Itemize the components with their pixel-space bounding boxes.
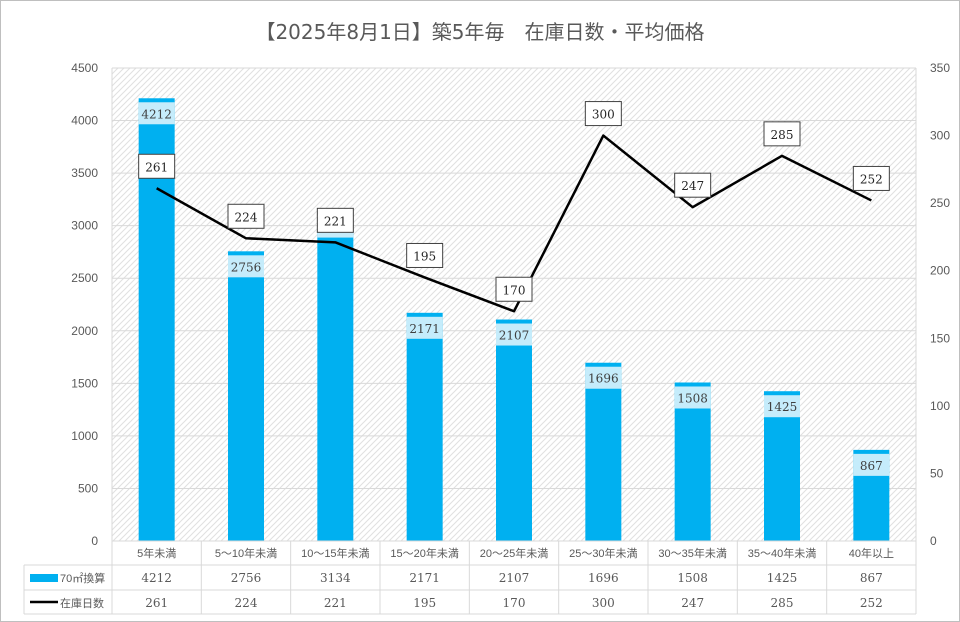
line-data-label-box	[406, 242, 444, 268]
data-table-value: 1508	[677, 571, 708, 585]
data-table-value: 170	[503, 596, 526, 610]
line-data-label-box	[138, 153, 176, 179]
bar-data-label-box	[228, 255, 264, 278]
right-axis-tick-label: 150	[930, 331, 950, 345]
line-data-label: 221	[324, 214, 347, 228]
data-table-value: 4212	[141, 571, 172, 585]
data-table-value: 261	[145, 596, 168, 610]
data-table-value: 195	[413, 596, 436, 610]
bar-data-label-box	[853, 453, 890, 476]
data-table-value: 221	[324, 596, 347, 610]
bar-data-label-box	[764, 395, 800, 418]
data-table-value: 247	[681, 596, 704, 610]
category-label: 40年以上	[849, 546, 894, 560]
line-data-label: 252	[860, 172, 883, 186]
bar	[228, 251, 264, 541]
line-data-label: 261	[145, 160, 168, 174]
bar	[317, 211, 354, 541]
right-axis-tick-label: 200	[930, 264, 950, 278]
left-axis-tick-label: 1000	[71, 429, 98, 443]
left-axis-tick-label: 4500	[71, 61, 98, 75]
left-axis-tick-label: 1500	[71, 376, 98, 390]
data-table-value: 300	[592, 596, 615, 610]
line-data-label: 224	[235, 210, 258, 224]
bar-data-label: 2756	[231, 260, 262, 274]
right-axis-tick-label: 0	[930, 534, 937, 548]
category-label: 5～10年未満	[215, 546, 277, 560]
bar-data-label-box	[406, 316, 443, 339]
category-label: 20～25年未満	[480, 546, 548, 560]
data-table-value: 867	[860, 571, 883, 585]
line-data-label-box	[584, 101, 622, 127]
bar-data-label: 1425	[767, 400, 798, 414]
bar-data-label: 2171	[409, 322, 440, 336]
data-table-value: 2756	[231, 571, 262, 585]
category-label: 25～30年未満	[569, 546, 637, 560]
line-data-label: 285	[771, 128, 794, 142]
line-data-label-box	[495, 276, 533, 302]
bar	[585, 362, 622, 541]
line-data-label-box	[852, 165, 890, 191]
bar-data-label-box	[138, 102, 175, 125]
bar	[674, 382, 711, 541]
data-table-value: 1696	[588, 571, 619, 585]
left-axis-tick-label: 3500	[71, 166, 98, 180]
data-table-value: 3134	[320, 571, 351, 585]
bar-data-label: 2107	[499, 329, 530, 343]
left-axis-tick-label: 0	[91, 534, 98, 548]
data-table-value: 252	[860, 596, 883, 610]
data-table-value: 285	[771, 596, 794, 610]
line-data-label-box	[763, 121, 801, 147]
left-axis-tick-label: 500	[78, 481, 98, 495]
right-axis-tick-label: 350	[930, 61, 950, 75]
bar-data-label-box	[496, 323, 532, 346]
line-data-label: 247	[681, 179, 704, 193]
category-label: 5年未満	[137, 546, 176, 560]
legend-label-bars: 70㎡換算	[60, 571, 105, 585]
data-table-value: 2107	[499, 571, 530, 585]
left-axis-tick-label: 2000	[71, 324, 98, 338]
bar-data-label: 1508	[677, 391, 708, 405]
legend-label-line: 在庫日数	[60, 596, 104, 610]
data-table-value: 2171	[409, 571, 440, 585]
bar-data-label: 867	[860, 459, 883, 473]
category-label: 35～40年未満	[748, 546, 816, 560]
category-label: 10～15年未満	[301, 546, 369, 560]
line-series	[156, 134, 872, 313]
category-label: 15～20年未満	[390, 546, 458, 560]
category-label: 30～35年未満	[658, 546, 726, 560]
chart-title: 【2025年8月1日】築5年毎 在庫日数・平均価格	[255, 20, 705, 44]
legend-key-bars	[30, 574, 58, 582]
left-axis-tick-label: 3000	[71, 219, 98, 233]
line-data-label: 170	[503, 283, 526, 297]
line-data-label-box	[674, 172, 712, 198]
right-axis-tick-label: 300	[930, 129, 950, 143]
line-data-label: 300	[592, 108, 615, 122]
data-table-value: 224	[235, 596, 258, 610]
right-axis-tick-label: 50	[930, 466, 944, 480]
bar-data-label-box	[674, 386, 711, 409]
line-data-label: 195	[413, 249, 436, 263]
line-data-label-box	[227, 203, 265, 229]
data-table-value: 1425	[767, 571, 798, 585]
right-axis-tick-label: 100	[930, 399, 950, 413]
bar-data-label: 4212	[141, 107, 172, 121]
bar	[406, 312, 443, 541]
bar-data-label-box	[585, 366, 622, 389]
bar	[496, 319, 532, 541]
left-axis-tick-label: 4000	[71, 114, 98, 128]
bar-data-label: 1696	[588, 372, 619, 386]
line-data-label-box	[316, 207, 354, 233]
left-axis-tick-label: 2500	[71, 271, 98, 285]
right-axis-tick-label: 250	[930, 196, 950, 210]
